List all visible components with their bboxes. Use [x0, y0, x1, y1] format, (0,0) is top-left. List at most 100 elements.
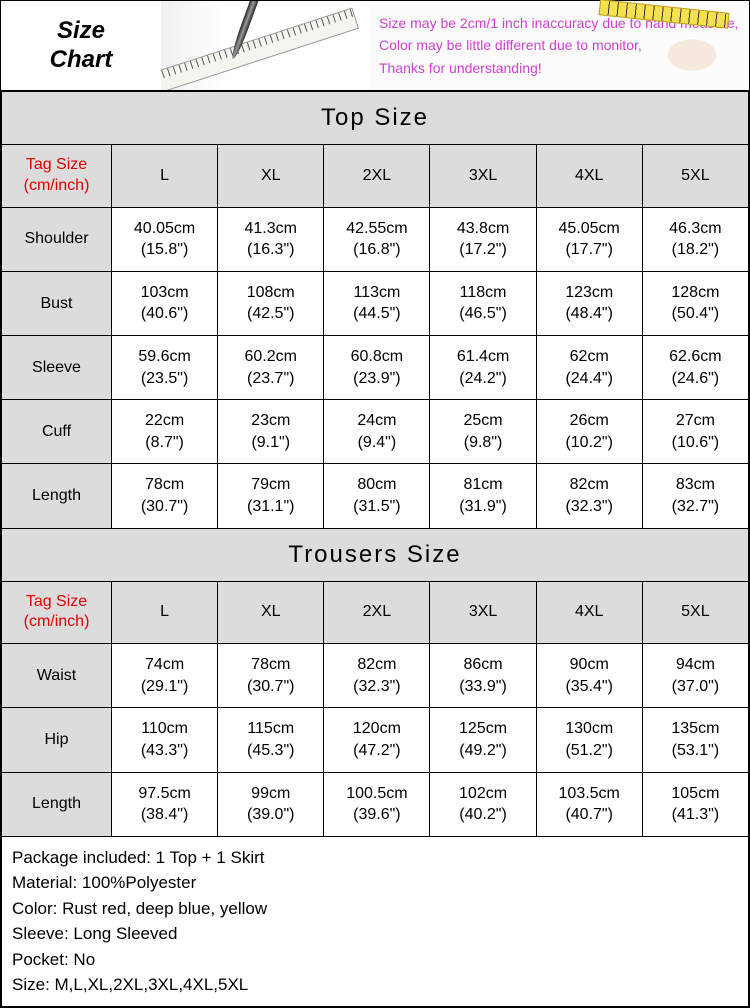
inch-value: (37.0"): [672, 678, 719, 695]
inch-value: (24.6"): [672, 370, 719, 387]
inch-value: (9.8"): [464, 434, 503, 451]
top-size-col-5: 5XL: [642, 145, 748, 208]
trousers-size-col-0: L: [112, 581, 218, 644]
top-row-4: Length78cm(30.7")79cm(31.1")80cm(31.5")8…: [2, 464, 749, 528]
top-section-title: Top Size: [2, 92, 749, 145]
inch-value: (53.1"): [672, 742, 719, 759]
trousers-row-1: Hip110cm(43.3")115cm(45.3")120cm(47.2")1…: [2, 708, 749, 772]
inch-value: (32.3"): [353, 678, 400, 695]
trousers-cell: 120cm(47.2"): [324, 708, 430, 772]
trousers-cell: 105cm(41.3"): [642, 772, 748, 836]
top-row-label: Shoulder: [2, 207, 112, 271]
size-chart-container: Size Chart Size may be 2cm/1 inch inaccu…: [0, 0, 750, 1008]
top-size-col-4: 4XL: [536, 145, 642, 208]
inch-value: (31.9"): [459, 498, 506, 515]
inch-value: (33.9"): [459, 678, 506, 695]
cm-value: 125cm: [459, 720, 507, 737]
top-row-label: Cuff: [2, 400, 112, 464]
trousers-cell: 90cm(35.4"): [536, 644, 642, 708]
trousers-cell: 125cm (49.2"): [430, 708, 536, 772]
top-cell: 81cm (31.9"): [430, 464, 536, 528]
inch-value: (46.5"): [459, 305, 506, 322]
cm-value: 60.2cm: [245, 348, 297, 365]
top-cell: 79cm(31.1"): [218, 464, 324, 528]
top-cell: 59.6cm(23.5"): [112, 335, 218, 399]
inch-value: (24.4"): [565, 370, 612, 387]
trousers-cell: 78cm(30.7"): [218, 644, 324, 708]
trousers-size-col-3: 3XL: [430, 581, 536, 644]
detail-material: Material: 100%Polyester: [12, 870, 738, 896]
detail-size: Size: M,L,XL,2XL,3XL,4XL,5XL: [12, 972, 738, 998]
top-cell: 108cm(42.5"): [218, 271, 324, 335]
top-size-col-3: 3XL: [430, 145, 536, 208]
cm-value: 120cm: [353, 720, 401, 737]
hand-icon: [664, 37, 734, 82]
top-row-2: Sleeve59.6cm(23.5")60.2cm(23.7")60.8cm(2…: [2, 335, 749, 399]
cm-value: 115cm: [247, 720, 294, 737]
cm-value: 99cm: [251, 785, 290, 802]
trousers-cell: 97.5cm(38.4"): [112, 772, 218, 836]
top-cell: 123cm(48.4"): [536, 271, 642, 335]
trousers-cell: 110cm(43.3"): [112, 708, 218, 772]
top-cell: 23cm(9.1"): [218, 400, 324, 464]
top-cell: 24cm (9.4"): [324, 400, 430, 464]
inch-value: (9.1"): [251, 434, 290, 451]
trousers-cell: 102cm(40.2"): [430, 772, 536, 836]
trousers-row-label: Length: [2, 772, 112, 836]
inch-value: (23.9"): [353, 370, 400, 387]
inch-value: (16.8"): [353, 241, 400, 258]
detail-sleeve: Sleeve: Long Sleeved: [12, 921, 738, 947]
title-line1: Size: [57, 17, 105, 46]
trousers-cell: 135cm(53.1"): [642, 708, 748, 772]
cm-value: 24cm: [357, 412, 396, 429]
trousers-cell: 94cm(37.0"): [642, 644, 748, 708]
top-cell: 113cm(44.5"): [324, 271, 430, 335]
cm-value: 110cm: [141, 720, 188, 737]
tag-line2: (cm/inch): [24, 613, 90, 630]
top-cell: 103cm(40.6"): [112, 271, 218, 335]
top-cell: 26cm(10.2"): [536, 400, 642, 464]
inch-value: (49.2"): [459, 742, 506, 759]
inch-value: (17.2"): [459, 241, 506, 258]
trousers-row-label: Waist: [2, 644, 112, 708]
trousers-cell: 74cm(29.1"): [112, 644, 218, 708]
tag-line1: Tag Size: [26, 593, 87, 610]
trousers-size-col-4: 4XL: [536, 581, 642, 644]
inch-value: (32.7"): [672, 498, 719, 515]
cm-value: 83cm: [676, 476, 715, 493]
top-cell: 41.3cm(16.3"): [218, 207, 324, 271]
inch-value: (9.4"): [358, 434, 397, 451]
trousers-cell: 103.5cm(40.7"): [536, 772, 642, 836]
inch-value: (50.4"): [672, 305, 719, 322]
cm-value: 78cm: [145, 476, 184, 493]
trousers-cell: 86cm(33.9"): [430, 644, 536, 708]
cm-value: 130cm: [565, 720, 613, 737]
top-cell: 82cm(32.3"): [536, 464, 642, 528]
inch-value: (40.6"): [141, 305, 188, 322]
cm-value: 27cm: [676, 412, 715, 429]
top-cell: 27cm(10.6"): [642, 400, 748, 464]
trousers-section-title-row: Trousers Size: [2, 528, 749, 581]
header-graphic: [161, 1, 369, 90]
ruler-icon: [161, 8, 359, 90]
detail-package: Package included: 1 Top + 1 Skirt: [12, 845, 738, 871]
trousers-header-row: Tag Size (cm/inch) L XL 2XL 3XL 4XL 5XL: [2, 581, 749, 644]
cm-value: 74cm: [145, 656, 184, 673]
cm-value: 46.3cm: [669, 220, 721, 237]
trousers-row-0: Waist74cm(29.1")78cm(30.7")82cm(32.3")86…: [2, 644, 749, 708]
top-cell: 40.05cm(15.8"): [112, 207, 218, 271]
inch-value: (42.5"): [247, 305, 294, 322]
inch-value: (23.7"): [247, 370, 294, 387]
trousers-cell: 99cm(39.0"): [218, 772, 324, 836]
top-cell: 118cm(46.5"): [430, 271, 536, 335]
cm-value: 81cm: [463, 476, 502, 493]
inch-value: (39.6"): [353, 806, 400, 823]
cm-value: 43.8cm: [457, 220, 509, 237]
top-cell: 83cm (32.7"): [642, 464, 748, 528]
inch-value: (18.2"): [672, 241, 719, 258]
top-cell: 128cm(50.4"): [642, 271, 748, 335]
cm-value: 90cm: [570, 656, 609, 673]
cm-value: 105cm: [671, 785, 719, 802]
inch-value: (10.2"): [565, 434, 612, 451]
trousers-cell: 100.5cm(39.6"): [324, 772, 430, 836]
